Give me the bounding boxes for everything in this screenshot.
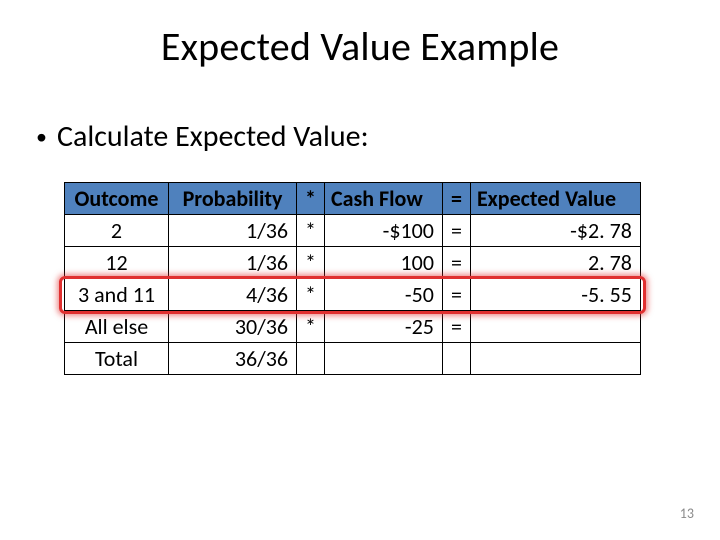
- cell-cashflow: -$100: [324, 215, 442, 247]
- cell-outcome: 12: [65, 247, 169, 279]
- cell-outcome: 3 and 11: [65, 279, 169, 311]
- table-row: Total 36/36: [65, 343, 641, 375]
- cell-cashflow: 100: [324, 247, 442, 279]
- col-header-star: *: [297, 183, 325, 215]
- table-row: 3 and 11 4/36 * -50 = -5. 55: [65, 279, 641, 311]
- bullet-dot-icon: •: [36, 123, 47, 150]
- col-header-expected-value: Expected Value: [470, 183, 640, 215]
- bullet-line: • Calculate Expected Value:: [36, 118, 369, 155]
- expected-value-table: Outcome Probability * Cash Flow = Expect…: [64, 182, 641, 375]
- col-header-outcome: Outcome: [65, 183, 169, 215]
- cell-cashflow: -50: [324, 279, 442, 311]
- cell-outcome: 2: [65, 215, 169, 247]
- cell-ev: -$2. 78: [470, 215, 640, 247]
- cell-probability: 4/36: [169, 279, 297, 311]
- table-row: All else 30/36 * -25 =: [65, 311, 641, 343]
- cell-cashflow: -25: [324, 311, 442, 343]
- cell-probability: 1/36: [169, 215, 297, 247]
- cell-cashflow: [324, 343, 442, 375]
- table-body: 2 1/36 * -$100 = -$2. 78 12 1/36 * 100 =…: [65, 215, 641, 375]
- cell-star: *: [297, 311, 325, 343]
- cell-star: *: [297, 215, 325, 247]
- cell-probability: 1/36: [169, 247, 297, 279]
- cell-ev: 2. 78: [470, 247, 640, 279]
- cell-ev: [470, 311, 640, 343]
- cell-outcome: Total: [65, 343, 169, 375]
- cell-equals: =: [442, 247, 470, 279]
- slide-title: Expected Value Example: [0, 22, 720, 71]
- cell-outcome: All else: [65, 311, 169, 343]
- expected-value-table-wrap: Outcome Probability * Cash Flow = Expect…: [64, 182, 641, 375]
- cell-ev: -5. 55: [470, 279, 640, 311]
- cell-star: *: [297, 247, 325, 279]
- col-header-cashflow: Cash Flow: [324, 183, 442, 215]
- table-row: 12 1/36 * 100 = 2. 78: [65, 247, 641, 279]
- cell-star: [297, 343, 325, 375]
- cell-equals: =: [442, 311, 470, 343]
- table-row: 2 1/36 * -$100 = -$2. 78: [65, 215, 641, 247]
- cell-probability: 30/36: [169, 311, 297, 343]
- page-number: 13: [680, 505, 694, 522]
- bullet-text: Calculate Expected Value:: [57, 118, 369, 155]
- table-header-row: Outcome Probability * Cash Flow = Expect…: [65, 183, 641, 215]
- cell-star: *: [297, 279, 325, 311]
- cell-equals: =: [442, 279, 470, 311]
- cell-equals: [442, 343, 470, 375]
- cell-probability: 36/36: [169, 343, 297, 375]
- slide: Expected Value Example • Calculate Expect…: [0, 0, 720, 540]
- col-header-equals: =: [442, 183, 470, 215]
- cell-equals: =: [442, 215, 470, 247]
- col-header-probability: Probability: [169, 183, 297, 215]
- cell-ev: [470, 343, 640, 375]
